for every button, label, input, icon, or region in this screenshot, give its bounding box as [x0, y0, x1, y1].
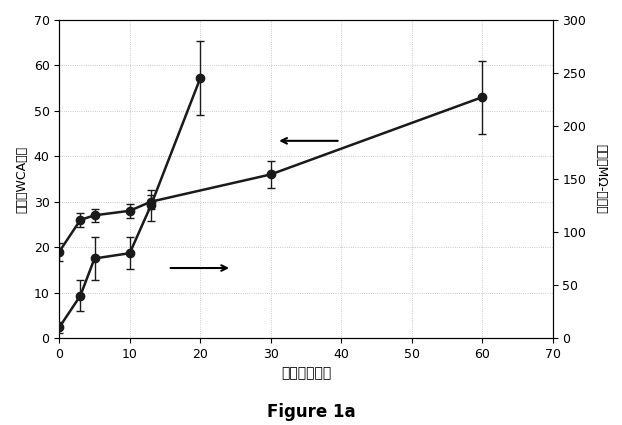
Y-axis label: 抗抗、MΩ-オーム: 抗抗、MΩ-オーム: [594, 144, 607, 214]
X-axis label: 照射時間、秒: 照射時間、秒: [281, 366, 331, 380]
Y-axis label: 静的のWCA、度: 静的のWCA、度: [15, 145, 28, 212]
Text: Figure 1a: Figure 1a: [267, 403, 355, 421]
